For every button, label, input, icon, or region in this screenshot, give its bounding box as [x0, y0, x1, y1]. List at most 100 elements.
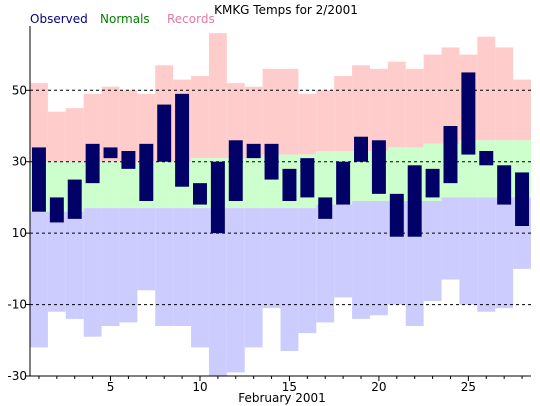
x-axis-label: February 2001 — [238, 391, 326, 405]
record-low-band — [101, 208, 120, 326]
observed-bar — [389, 193, 404, 237]
record-high-band — [316, 90, 335, 151]
observed-bar — [175, 93, 190, 187]
record-high-band — [191, 76, 209, 159]
y-tick-label: 10 — [12, 226, 27, 240]
x-tick-label: 5 — [107, 380, 115, 394]
record-low-band — [65, 211, 84, 319]
observed-bar — [371, 140, 386, 194]
record-high-band — [226, 83, 245, 159]
record-high-band — [423, 54, 442, 144]
legend: Observed Normals Records — [30, 12, 215, 26]
legend-observed: Observed — [30, 12, 88, 26]
observed-bar — [515, 172, 530, 226]
observed-bar — [443, 126, 458, 184]
chart-title: KMKG Temps for 2/2001 — [214, 3, 358, 17]
normal-band — [477, 140, 496, 198]
observed-bar — [103, 147, 118, 159]
normal-band — [155, 161, 174, 209]
observed-bar — [282, 168, 297, 201]
record-low-band — [280, 208, 299, 351]
record-high-band — [262, 68, 281, 155]
record-low-band — [47, 211, 66, 312]
record-high-band — [352, 65, 370, 151]
x-tick-label: 20 — [371, 380, 386, 394]
observed-bar — [85, 143, 100, 184]
x-tick-label: 10 — [192, 380, 207, 394]
record-low-band — [459, 197, 478, 305]
y-tick-label: 50 — [12, 83, 27, 97]
record-low-band — [334, 204, 353, 298]
record-high-band — [47, 111, 66, 162]
record-low-band — [423, 201, 442, 301]
x-tick-label: 15 — [282, 380, 297, 394]
record-high-band — [101, 86, 120, 162]
observed-bar — [425, 168, 440, 198]
legend-records: Records — [167, 12, 215, 26]
record-low-band — [173, 208, 192, 326]
normal-band — [101, 161, 120, 209]
observed-bar — [139, 143, 154, 201]
record-high-band — [477, 36, 496, 141]
normal-band — [352, 151, 370, 201]
observed-bar — [31, 147, 46, 212]
record-high-band — [441, 47, 460, 144]
record-low-band — [191, 208, 209, 348]
observed-bar — [121, 151, 136, 169]
record-high-band — [119, 90, 138, 162]
record-low-band — [30, 211, 48, 348]
record-high-band — [387, 61, 406, 148]
legend-normals: Normals — [100, 12, 150, 26]
record-low-band — [137, 208, 156, 291]
record-high-band — [513, 79, 531, 141]
record-high-band — [244, 86, 263, 159]
record-low-band — [155, 208, 174, 326]
observed-bar — [228, 140, 243, 201]
y-tick-label: -30 — [7, 369, 27, 383]
record-high-band — [334, 76, 353, 151]
record-low-band — [441, 197, 460, 280]
record-high-band — [30, 83, 48, 162]
normal-band — [387, 147, 406, 201]
record-low-band — [208, 208, 227, 376]
observed-bar — [300, 158, 315, 198]
record-high-band — [65, 108, 84, 162]
observed-bar — [49, 197, 64, 223]
observed-bar — [461, 72, 476, 155]
normal-band — [119, 161, 138, 209]
normal-band — [316, 151, 335, 205]
observed-bar — [246, 143, 261, 159]
x-tick-label: 25 — [461, 380, 476, 394]
record-low-band — [298, 208, 317, 334]
y-tick-label: 30 — [12, 155, 27, 169]
observed-bar — [210, 161, 225, 234]
observed-bar — [67, 179, 82, 219]
observed-bar — [354, 136, 368, 162]
record-high-band — [495, 47, 514, 141]
record-low-band — [495, 197, 514, 309]
normal-band — [244, 158, 263, 209]
observed-bar — [264, 143, 279, 180]
observed-bar — [318, 197, 333, 219]
observed-bar — [336, 161, 351, 205]
observed-bar — [479, 151, 494, 166]
observed-bar — [193, 183, 207, 205]
record-high-band — [298, 93, 317, 155]
record-low-band — [226, 208, 245, 373]
y-tick-label: -10 — [7, 298, 27, 312]
record-high-band — [405, 68, 424, 148]
observed-bar — [497, 165, 512, 205]
record-low-band — [477, 197, 496, 312]
record-low-band — [262, 208, 281, 309]
record-high-band — [280, 68, 299, 155]
record-low-band — [369, 201, 388, 316]
observed-bar — [407, 165, 422, 237]
record-low-band — [352, 201, 370, 319]
record-high-band — [208, 33, 227, 159]
plot-area: -30 -10 10 30 50 5 10 15 20 25 — [7, 26, 531, 394]
observed-bar — [157, 104, 172, 162]
record-low-band — [119, 208, 138, 323]
record-low-band — [316, 204, 335, 323]
record-low-band — [83, 208, 102, 337]
